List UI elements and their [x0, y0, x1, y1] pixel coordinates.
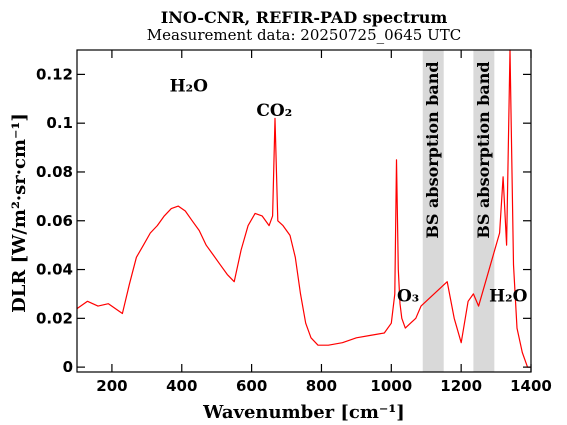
y-tick-label: 0.1 — [46, 114, 73, 132]
series-layer — [76, 49, 531, 368]
x-tick-label: 1200 — [440, 377, 482, 395]
y-tick-label: 0 — [63, 358, 73, 376]
spectrum-line — [76, 49, 531, 368]
annotations-layer: H₂O CO₂ O₃ H₂O — [170, 76, 528, 306]
x-axis-label: Wavenumber [cm⁻¹] — [202, 402, 405, 423]
absorption-band — [473, 50, 495, 372]
chart-title: INO-CNR, REFIR-PAD spectrum — [161, 8, 448, 27]
bands-layer: BS absorption band BS absorption band — [422, 50, 495, 372]
chart-subtitle: Measurement data: 20250725_0645 UTC — [147, 26, 461, 44]
annotation-label: H₂O — [170, 76, 209, 96]
y-tick-label: 0.08 — [36, 163, 73, 181]
plot-frame — [76, 49, 532, 373]
band-label: BS absorption band — [474, 61, 493, 238]
x-tick-label: 600 — [236, 377, 267, 395]
x-tick-label: 1400 — [510, 377, 552, 395]
x-tick-label: 200 — [96, 377, 127, 395]
annotation-label: H₂O — [489, 286, 528, 306]
y-tick-label: 0.12 — [36, 65, 73, 83]
x-tick-label: 1000 — [370, 377, 412, 395]
y-tick-label: 0.02 — [36, 309, 73, 327]
y-axis-label: DLR [W/m²·sr·cm⁻¹] — [9, 113, 30, 313]
annotation-label: CO₂ — [256, 101, 292, 121]
y-tick-label: 0.04 — [36, 261, 73, 279]
absorption-band — [422, 50, 444, 372]
x-tick-label: 400 — [166, 377, 197, 395]
band-label: BS absorption band — [423, 61, 442, 238]
x-tick-label: 800 — [306, 377, 337, 395]
annotation-label: O₃ — [397, 286, 419, 306]
ticks-layer: 200 400 600 800 1000 1200 1400 0 0.02 0.04 0.06 0.0… — [36, 50, 552, 395]
y-tick-label: 0.06 — [36, 212, 73, 230]
